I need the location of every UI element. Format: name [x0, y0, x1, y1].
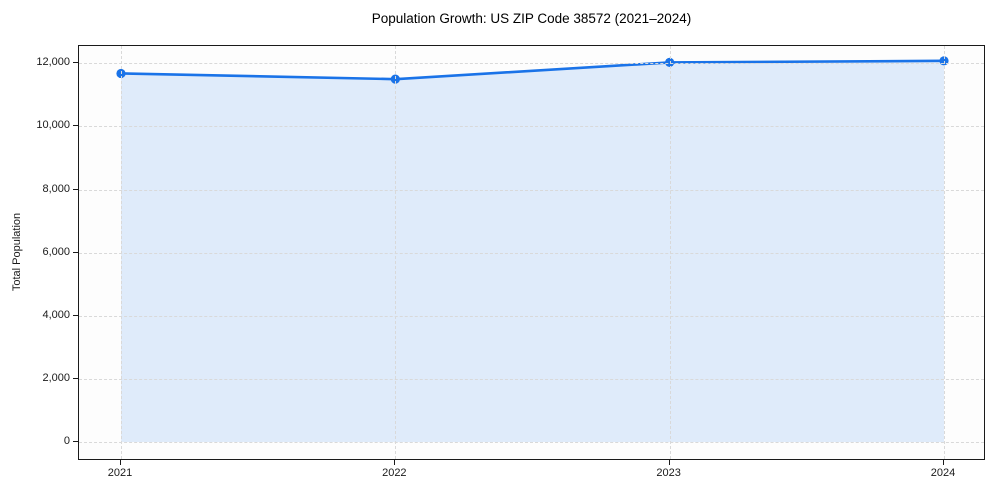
h-gridline [79, 252, 984, 254]
series-area-fill [120, 60, 945, 443]
x-tick-mark [394, 460, 396, 465]
x-tick-label: 2021 [107, 467, 133, 479]
x-tick-label: 2024 [930, 467, 956, 479]
h-gridline [79, 378, 984, 380]
y-tick-label: 12,000 [36, 56, 70, 69]
x-tick-mark [119, 460, 121, 465]
x-tick-mark [943, 460, 944, 465]
line-series-svg [116, 56, 949, 443]
h-gridline [79, 315, 984, 317]
plot-area [78, 45, 985, 460]
v-gridline [395, 46, 397, 459]
y-tick-mark [73, 377, 78, 379]
chart-title: Population Growth: US ZIP Code 38572 (20… [371, 11, 692, 26]
y-tick-mark [73, 441, 78, 443]
h-gridline [79, 442, 984, 444]
y-tick-label: 0 [63, 435, 70, 448]
y-tick-mark [73, 251, 78, 253]
series-line [119, 59, 946, 81]
v-gridline [669, 46, 671, 459]
y-tick-mark [73, 188, 78, 190]
v-gridline [944, 46, 945, 459]
h-gridline [79, 63, 984, 65]
y-tick-label: 8,000 [42, 182, 70, 195]
y-tick-mark [73, 125, 78, 127]
x-tick-mark [668, 460, 670, 465]
y-tick-mark [73, 62, 78, 64]
y-tick-label: 10,000 [36, 119, 70, 132]
h-gridline [79, 126, 984, 128]
y-tick-mark [73, 314, 78, 316]
v-gridline [120, 46, 122, 459]
y-tick-label: 4,000 [42, 308, 70, 321]
y-tick-label: 6,000 [42, 245, 70, 258]
x-tick-label: 2023 [656, 467, 681, 479]
x-tick-label: 2022 [382, 467, 407, 479]
h-gridline [79, 189, 984, 191]
y-tick-label: 2,000 [42, 371, 70, 384]
